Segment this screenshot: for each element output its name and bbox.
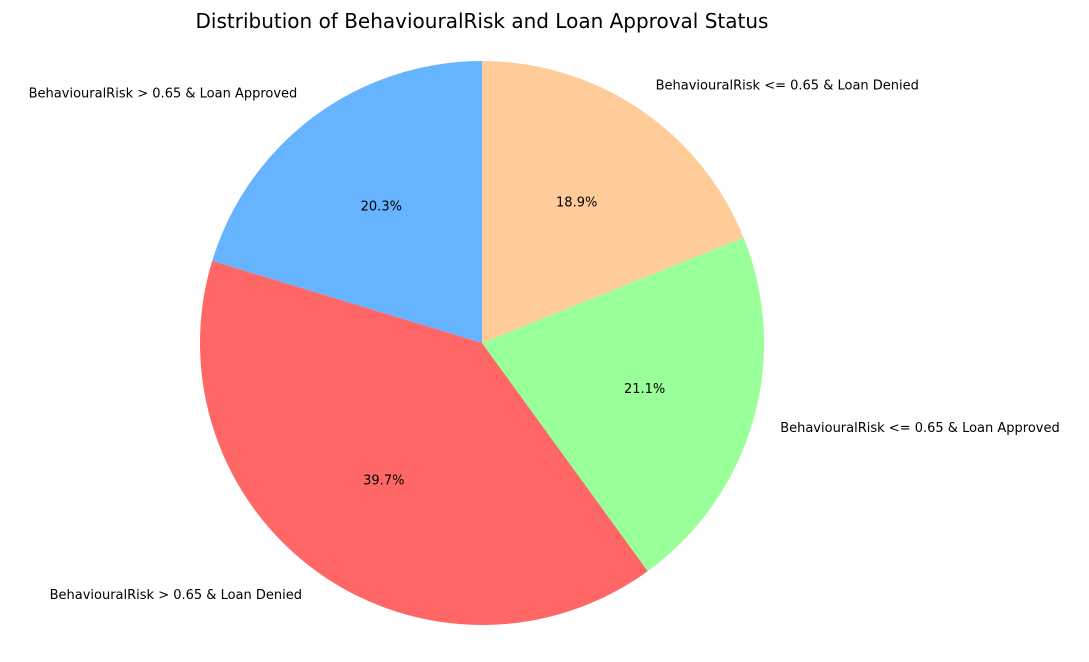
pie-slice-3 — [482, 237, 765, 572]
pie-slice-1 — [212, 61, 482, 343]
chart-title: Distribution of BehaviouralRisk and Loan… — [196, 9, 769, 33]
percent-label-1: 20.3% — [361, 200, 402, 215]
slice-labels: BehaviouralRisk > 0.65 & Loan Approved Be… — [29, 78, 1060, 603]
pie-slice-2 — [200, 260, 648, 625]
percent-label-4: 18.9% — [556, 195, 597, 210]
pie-slices — [200, 61, 765, 625]
percent-label-2: 39.7% — [363, 473, 404, 488]
slice-label-3: BehaviouralRisk <= 0.65 & Loan Approved — [780, 421, 1060, 436]
slice-label-1: BehaviouralRisk > 0.65 & Loan Approved — [29, 86, 298, 101]
slice-label-4: BehaviouralRisk <= 0.65 & Loan Denied — [656, 78, 919, 93]
slice-label-2: BehaviouralRisk > 0.65 & Loan Denied — [50, 588, 302, 603]
pie-slice-4 — [482, 61, 744, 343]
percent-labels: 20.3% 39.7% 21.1% 18.9% — [361, 195, 666, 488]
percent-label-3: 21.1% — [624, 382, 665, 397]
